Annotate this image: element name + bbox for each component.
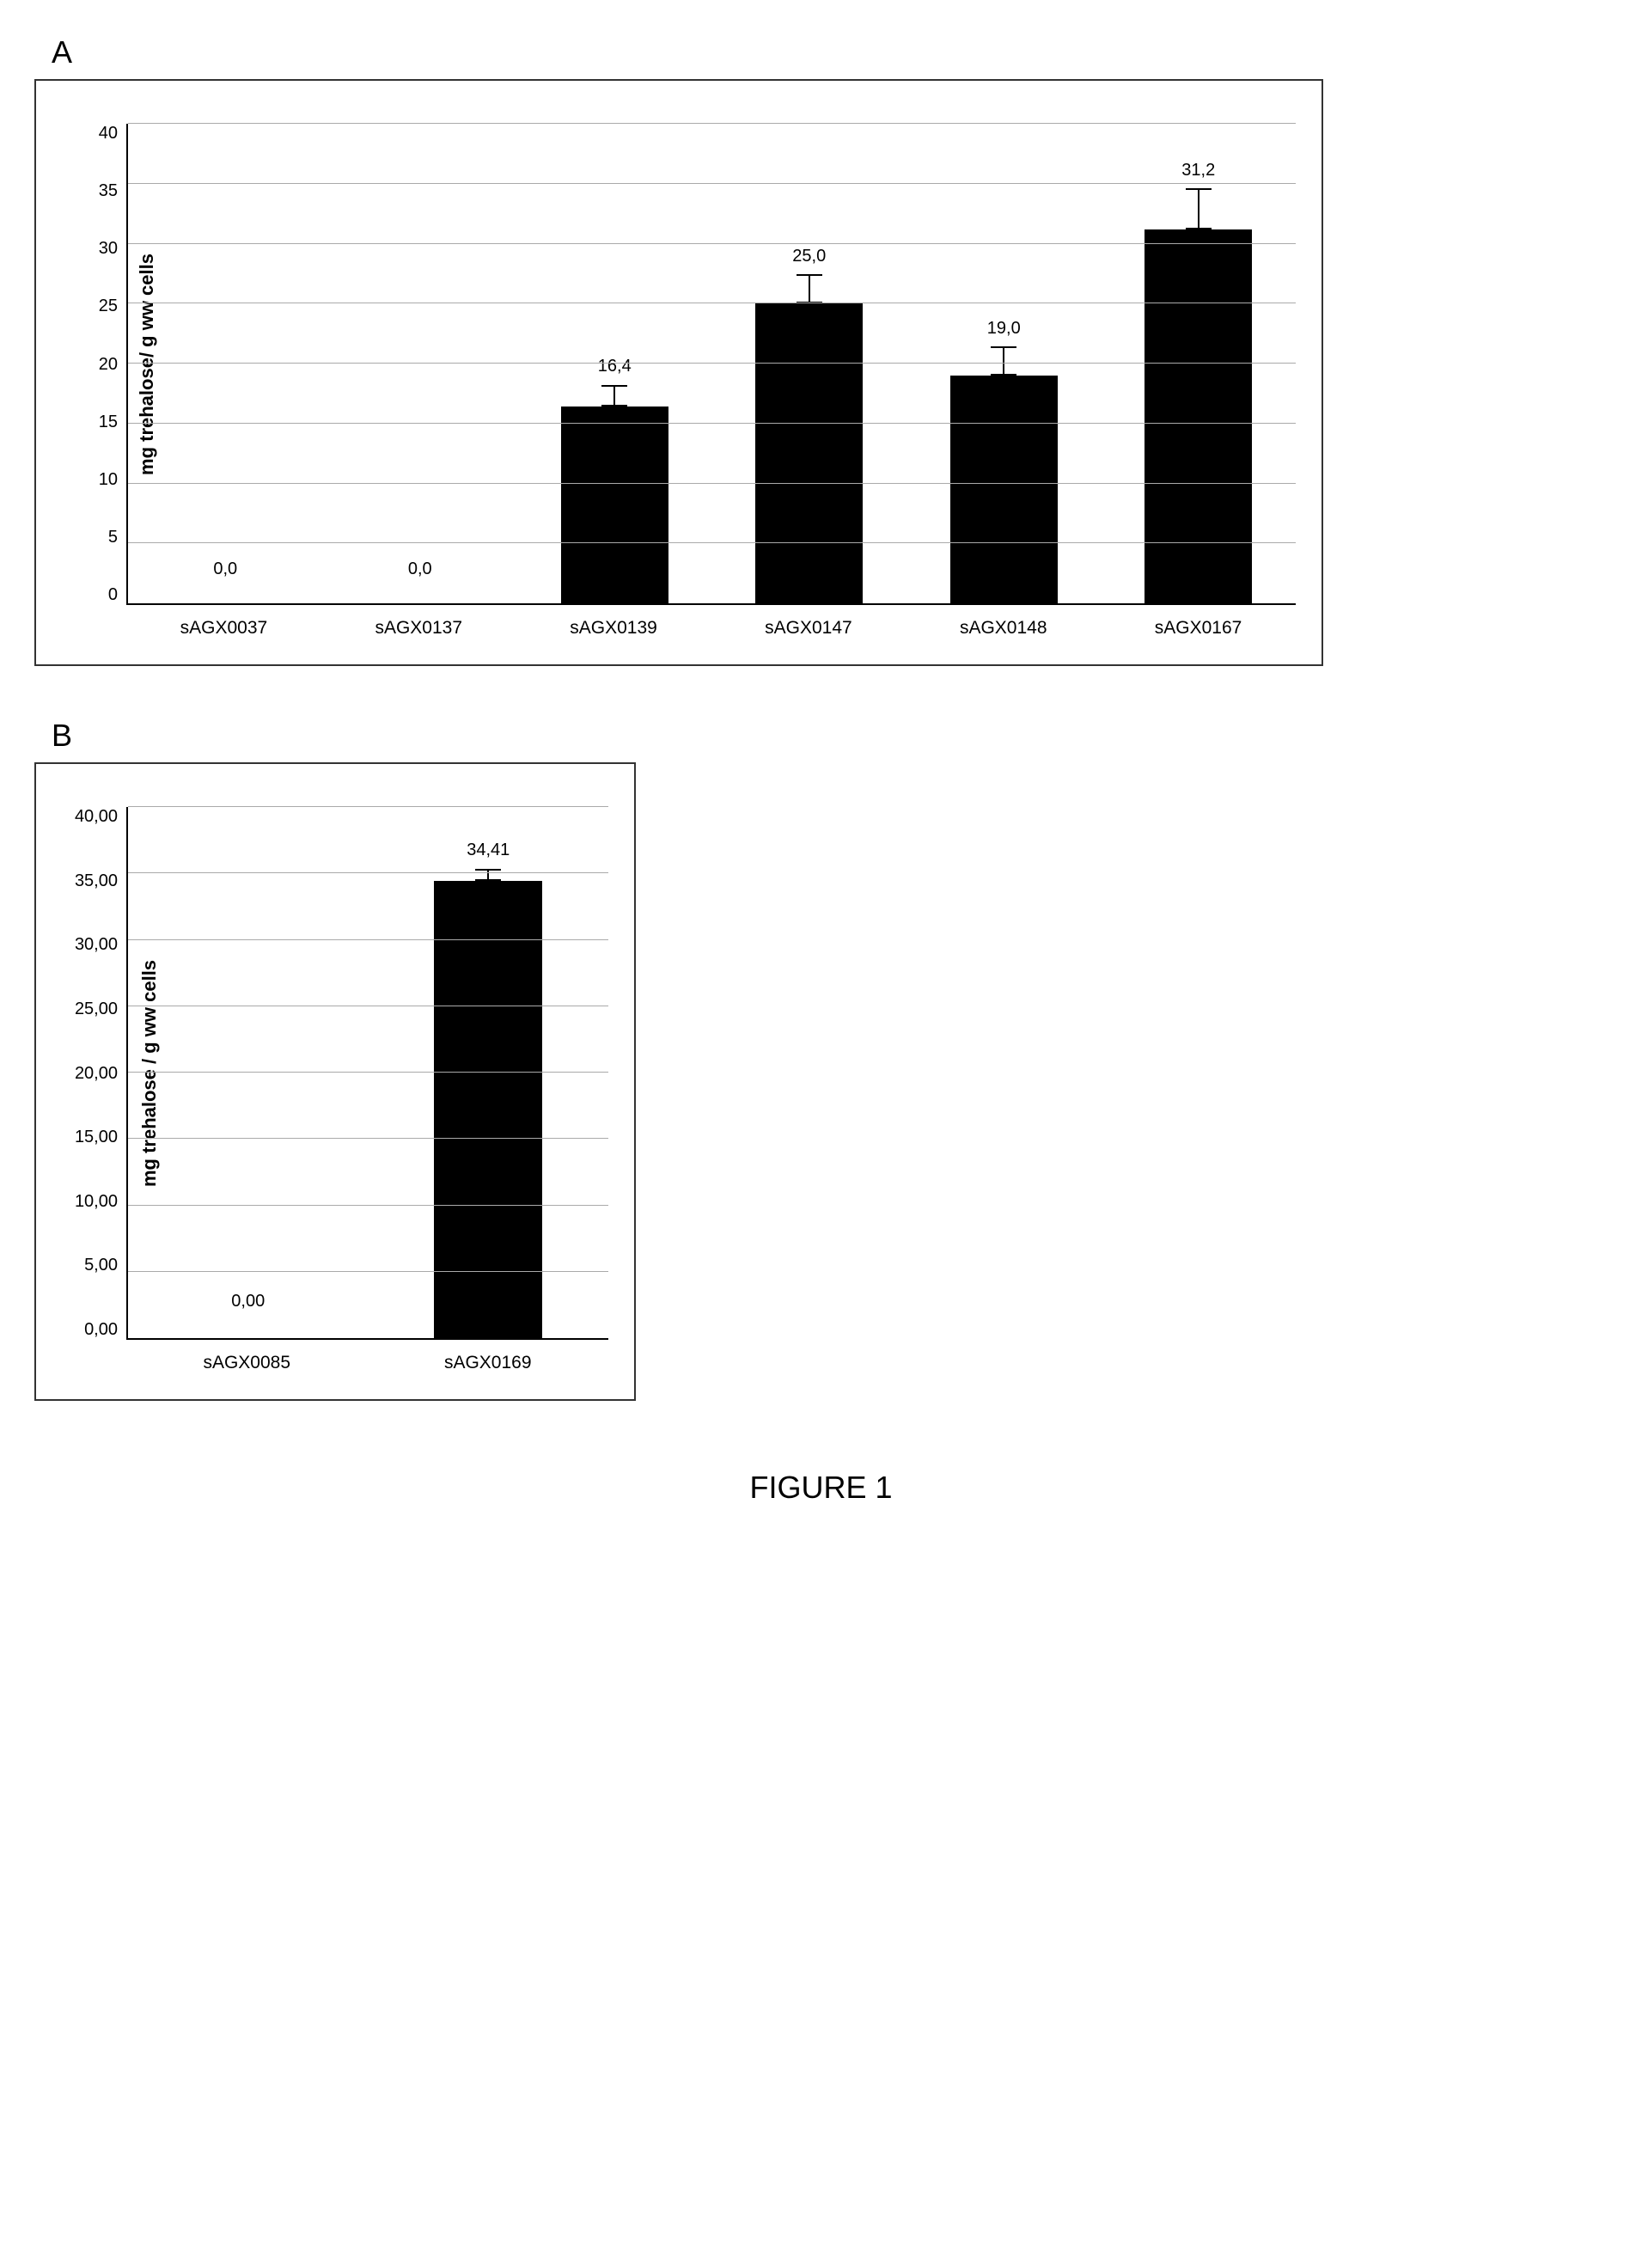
- gridline: [128, 483, 1296, 484]
- error-cap: [1186, 228, 1212, 229]
- gridline: [128, 423, 1296, 424]
- error-cap: [475, 869, 501, 871]
- xtick-label: sAGX0137: [321, 618, 516, 639]
- ytick-label: 25: [99, 296, 118, 316]
- xtick-label: sAGX0085: [126, 1353, 368, 1373]
- gridline: [128, 542, 1296, 543]
- value-label: 0,0: [213, 559, 237, 579]
- error-bar: [1003, 348, 1004, 376]
- ytick-label: 20,00: [75, 1064, 118, 1084]
- gridline: [128, 872, 608, 873]
- xtick-label: sAGX0169: [368, 1353, 609, 1373]
- chart-a-yaxis: 40 35 30 25 20 15 10 5 0: [62, 124, 126, 605]
- gridline: [128, 1138, 608, 1139]
- ytick-label: 15: [99, 413, 118, 432]
- ytick-label: 20: [99, 355, 118, 375]
- bar: [950, 376, 1058, 603]
- error-cap: [601, 385, 627, 387]
- error-cap: [991, 374, 1016, 376]
- chart-a-container: mg trehalose/ g ww cells 403530252015105…: [34, 79, 1323, 666]
- error-bar: [1198, 190, 1199, 229]
- value-label: 34,41: [467, 841, 510, 860]
- gridline: [128, 1271, 608, 1272]
- bar: [755, 303, 863, 603]
- bar-group: 31,2: [1102, 124, 1297, 603]
- value-label: 16,4: [598, 357, 632, 376]
- bar: [1145, 229, 1252, 603]
- ytick-label: 40,00: [75, 807, 118, 827]
- chart-a-area: mg trehalose/ g ww cells 403530252015105…: [62, 124, 1296, 605]
- chart-b-xlabels: sAGX0085sAGX0169: [126, 1353, 608, 1373]
- ytick-label: 35,00: [75, 871, 118, 891]
- error-cap: [475, 879, 501, 881]
- ytick-label: 5,00: [84, 1256, 118, 1275]
- ytick-label: 0,00: [84, 1320, 118, 1340]
- xtick-label: sAGX0037: [126, 618, 321, 639]
- bar-group: 0,0: [128, 124, 323, 603]
- value-label: 0,00: [231, 1292, 265, 1311]
- bar-group: 19,0: [906, 124, 1102, 603]
- figure-title: FIGURE 1: [34, 1470, 1608, 1506]
- error-bar: [613, 387, 615, 407]
- xtick-label: sAGX0148: [906, 618, 1101, 639]
- gridline: [128, 363, 1296, 364]
- gridline: [128, 123, 1296, 124]
- value-label: 31,2: [1181, 161, 1215, 180]
- bar-group: 16,4: [517, 124, 712, 603]
- bar-group: 0,00: [128, 807, 369, 1338]
- gridline: [128, 1072, 608, 1073]
- value-label: 19,0: [987, 319, 1021, 339]
- ytick-label: 10,00: [75, 1192, 118, 1212]
- bar-group: 34,41: [369, 807, 609, 1338]
- ytick-label: 30: [99, 239, 118, 259]
- error-bar: [809, 276, 810, 303]
- chart-a-plot: 0,0 0,0 16,4 25,0 19,0 31,2: [126, 124, 1296, 605]
- bar: [434, 881, 542, 1338]
- value-label: 25,0: [792, 247, 826, 266]
- ytick-label: 30,00: [75, 935, 118, 955]
- ytick-label: 25,00: [75, 1000, 118, 1019]
- ytick-label: 0: [108, 585, 118, 605]
- ytick-label: 5: [108, 528, 118, 547]
- bar-group: 0,0: [323, 124, 518, 603]
- chart-b-area: mg trehalose / g ww cells 40,0035,0030,0…: [62, 807, 608, 1340]
- ytick-label: 10: [99, 470, 118, 490]
- bar-group: 25,0: [712, 124, 907, 603]
- bar: [561, 407, 668, 603]
- xtick-label: sAGX0139: [516, 618, 711, 639]
- gridline: [128, 939, 608, 940]
- ytick-label: 35: [99, 181, 118, 201]
- error-cap: [797, 274, 822, 276]
- ytick-label: 15,00: [75, 1128, 118, 1147]
- panel-a-label: A: [52, 34, 1608, 70]
- xtick-label: sAGX0147: [711, 618, 906, 639]
- gridline: [128, 806, 608, 807]
- xtick-label: sAGX0167: [1101, 618, 1296, 639]
- panel-b-label: B: [52, 718, 1608, 754]
- error-cap: [601, 405, 627, 407]
- error-cap: [1186, 188, 1212, 190]
- gridline: [128, 243, 1296, 244]
- chart-b-yaxis: 40,00 35,00 30,00 25,00 20,00 15,00 10,00 5,00 0…: [62, 807, 126, 1340]
- chart-b-container: mg trehalose / g ww cells 40,0035,0030,0…: [34, 762, 636, 1401]
- error-cap: [991, 346, 1016, 348]
- ytick-label: 40: [99, 124, 118, 144]
- chart-b-plot: 0,00 34,41: [126, 807, 608, 1340]
- gridline: [128, 183, 1296, 184]
- chart-a-xlabels: sAGX0037sAGX0137sAGX0139sAGX0147sAGX0148…: [126, 618, 1296, 639]
- gridline: [128, 1205, 608, 1206]
- value-label: 0,0: [408, 559, 432, 579]
